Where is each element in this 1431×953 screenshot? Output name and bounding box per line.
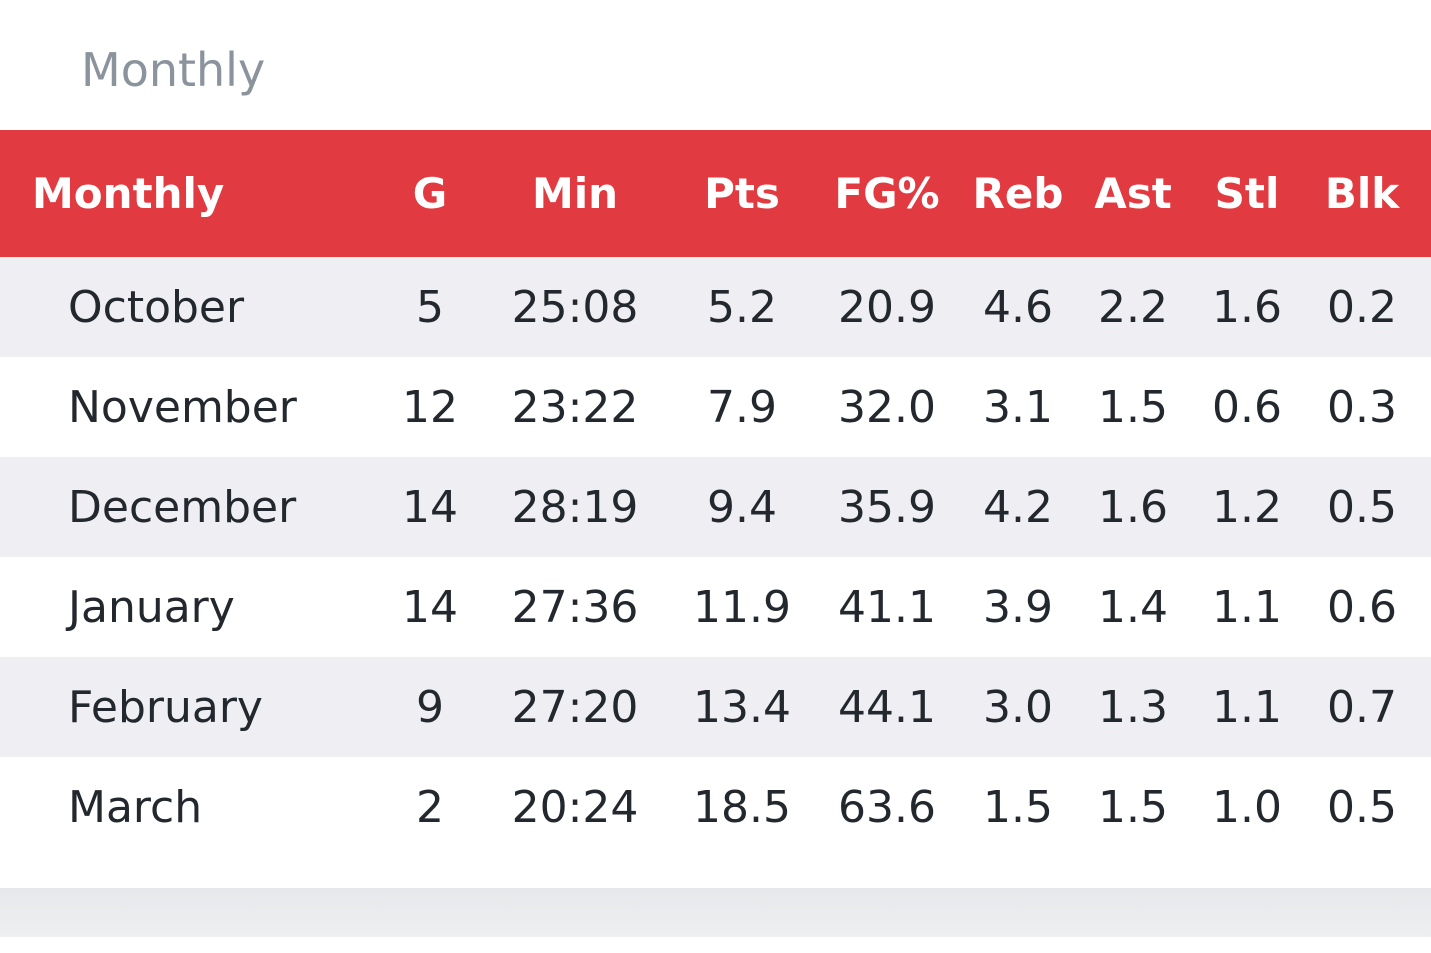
rebounds-cell: 4.2 xyxy=(983,481,1053,533)
steals-cell: 0.6 xyxy=(1212,381,1282,433)
table-row: January 14 27:36 11.9 41.1 3.9 1.4 1.1 0… xyxy=(0,557,1431,657)
minutes-cell: 27:20 xyxy=(511,681,639,733)
table-row: March 2 20:24 18.5 63.6 1.5 1.5 1.0 0.5 xyxy=(0,757,1431,857)
blocks-cell: 0.7 xyxy=(1327,681,1397,733)
table-row: December 14 28:19 9.4 35.9 4.2 1.6 1.2 0… xyxy=(0,457,1431,557)
assists-cell: 1.4 xyxy=(1098,581,1168,633)
games-cell: 12 xyxy=(402,381,458,433)
fg-pct-cell: 41.1 xyxy=(838,581,936,633)
fg-pct-cell: 44.1 xyxy=(838,681,936,733)
points-cell: 7.9 xyxy=(707,381,777,433)
games-cell: 14 xyxy=(402,481,458,533)
points-cell: 5.2 xyxy=(707,281,777,333)
steals-cell: 1.6 xyxy=(1212,281,1282,333)
points-cell: 9.4 xyxy=(707,481,777,533)
minutes-cell: 20:24 xyxy=(511,781,639,833)
section-title: Monthly xyxy=(81,43,266,97)
assists-cell: 1.6 xyxy=(1098,481,1168,533)
steals-cell: 1.1 xyxy=(1212,681,1282,733)
points-cell: 13.4 xyxy=(693,681,791,733)
fg-pct-cell: 35.9 xyxy=(838,481,936,533)
header-blocks[interactable]: Blk xyxy=(1324,169,1400,218)
month-cell: January xyxy=(68,581,235,633)
steals-cell: 1.0 xyxy=(1212,781,1282,833)
header-rebounds[interactable]: Reb xyxy=(972,169,1064,218)
assists-cell: 1.3 xyxy=(1098,681,1168,733)
bottom-divider-band xyxy=(0,888,1431,937)
table-header: Monthly G Min Pts FG% Reb Ast Stl Blk xyxy=(0,130,1431,257)
rebounds-cell: 3.1 xyxy=(983,381,1053,433)
minutes-cell: 28:19 xyxy=(511,481,639,533)
month-cell: March xyxy=(68,781,203,833)
points-cell: 18.5 xyxy=(693,781,791,833)
table-row: February 9 27:20 13.4 44.1 3.0 1.3 1.1 0… xyxy=(0,657,1431,757)
games-cell: 2 xyxy=(416,781,444,833)
header-assists[interactable]: Ast xyxy=(1094,169,1172,218)
minutes-cell: 27:36 xyxy=(511,581,639,633)
points-cell: 11.9 xyxy=(693,581,791,633)
minutes-cell: 25:08 xyxy=(511,281,639,333)
rebounds-cell: 3.0 xyxy=(983,681,1053,733)
month-cell: December xyxy=(68,481,297,533)
month-cell: November xyxy=(68,381,297,433)
blocks-cell: 0.3 xyxy=(1327,381,1397,433)
blocks-cell: 0.5 xyxy=(1327,481,1397,533)
table-row: November 12 23:22 7.9 32.0 3.1 1.5 0.6 0… xyxy=(0,357,1431,457)
games-cell: 14 xyxy=(402,581,458,633)
month-cell: October xyxy=(68,281,245,333)
header-games[interactable]: G xyxy=(412,169,448,218)
assists-cell: 2.2 xyxy=(1098,281,1168,333)
steals-cell: 1.1 xyxy=(1212,581,1282,633)
rebounds-cell: 1.5 xyxy=(983,781,1053,833)
fg-pct-cell: 63.6 xyxy=(838,781,936,833)
monthly-stats-table: Monthly G Min Pts FG% Reb Ast Stl Blk Oc… xyxy=(0,130,1431,857)
blocks-cell: 0.5 xyxy=(1327,781,1397,833)
header-monthly[interactable]: Monthly xyxy=(32,169,225,218)
rebounds-cell: 4.6 xyxy=(983,281,1053,333)
games-cell: 5 xyxy=(416,281,444,333)
table-row: October 5 25:08 5.2 20.9 4.6 2.2 1.6 0.2 xyxy=(0,257,1431,357)
games-cell: 9 xyxy=(416,681,444,733)
fg-pct-cell: 32.0 xyxy=(838,381,936,433)
blocks-cell: 0.2 xyxy=(1327,281,1397,333)
rebounds-cell: 3.9 xyxy=(983,581,1053,633)
fg-pct-cell: 20.9 xyxy=(838,281,936,333)
assists-cell: 1.5 xyxy=(1098,781,1168,833)
blocks-cell: 0.6 xyxy=(1327,581,1397,633)
header-points[interactable]: Pts xyxy=(704,169,780,218)
month-cell: February xyxy=(68,681,263,733)
header-minutes[interactable]: Min xyxy=(531,169,619,218)
header-fg-pct[interactable]: FG% xyxy=(834,169,940,218)
header-steals[interactable]: Stl xyxy=(1214,169,1280,218)
steals-cell: 1.2 xyxy=(1212,481,1282,533)
assists-cell: 1.5 xyxy=(1098,381,1168,433)
minutes-cell: 23:22 xyxy=(511,381,639,433)
